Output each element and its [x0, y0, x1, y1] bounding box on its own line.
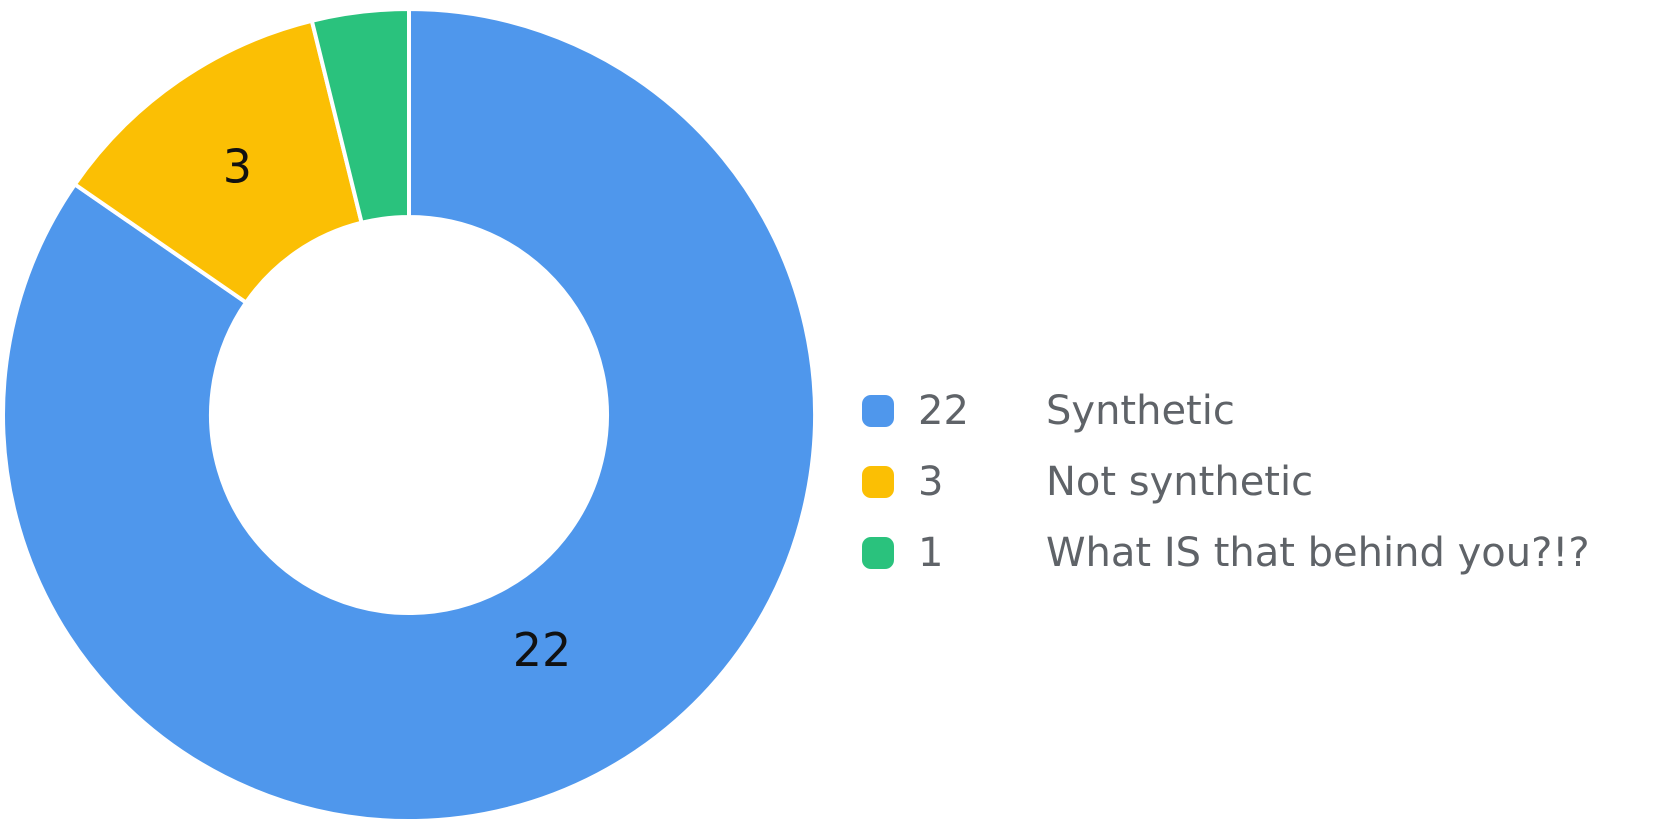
- legend-label: What IS that behind you?!?: [1046, 530, 1590, 576]
- slice-labels: 22 3: [223, 139, 571, 677]
- slice-data-label: 3: [223, 139, 252, 193]
- donut-slice-what-is-that-behind-you: [309, 7, 411, 225]
- legend-value: 3: [918, 459, 943, 505]
- legend-swatch: [862, 537, 894, 569]
- legend-value: 1: [918, 530, 943, 576]
- legend-swatch: [862, 395, 894, 427]
- donut-slice-synthetic: [1, 7, 817, 823]
- slice-data-label: 22: [513, 623, 572, 677]
- legend-swatch: [862, 466, 894, 498]
- legend-label: Synthetic: [1046, 388, 1235, 434]
- legend-label: Not synthetic: [1046, 459, 1313, 505]
- legend-value: 22: [918, 388, 969, 434]
- donut-slices: [1, 7, 817, 823]
- donut-slice-not-synthetic: [72, 18, 364, 305]
- legend: 22 Synthetic 3 Not synthetic 1 What IS that b…: [862, 388, 1590, 576]
